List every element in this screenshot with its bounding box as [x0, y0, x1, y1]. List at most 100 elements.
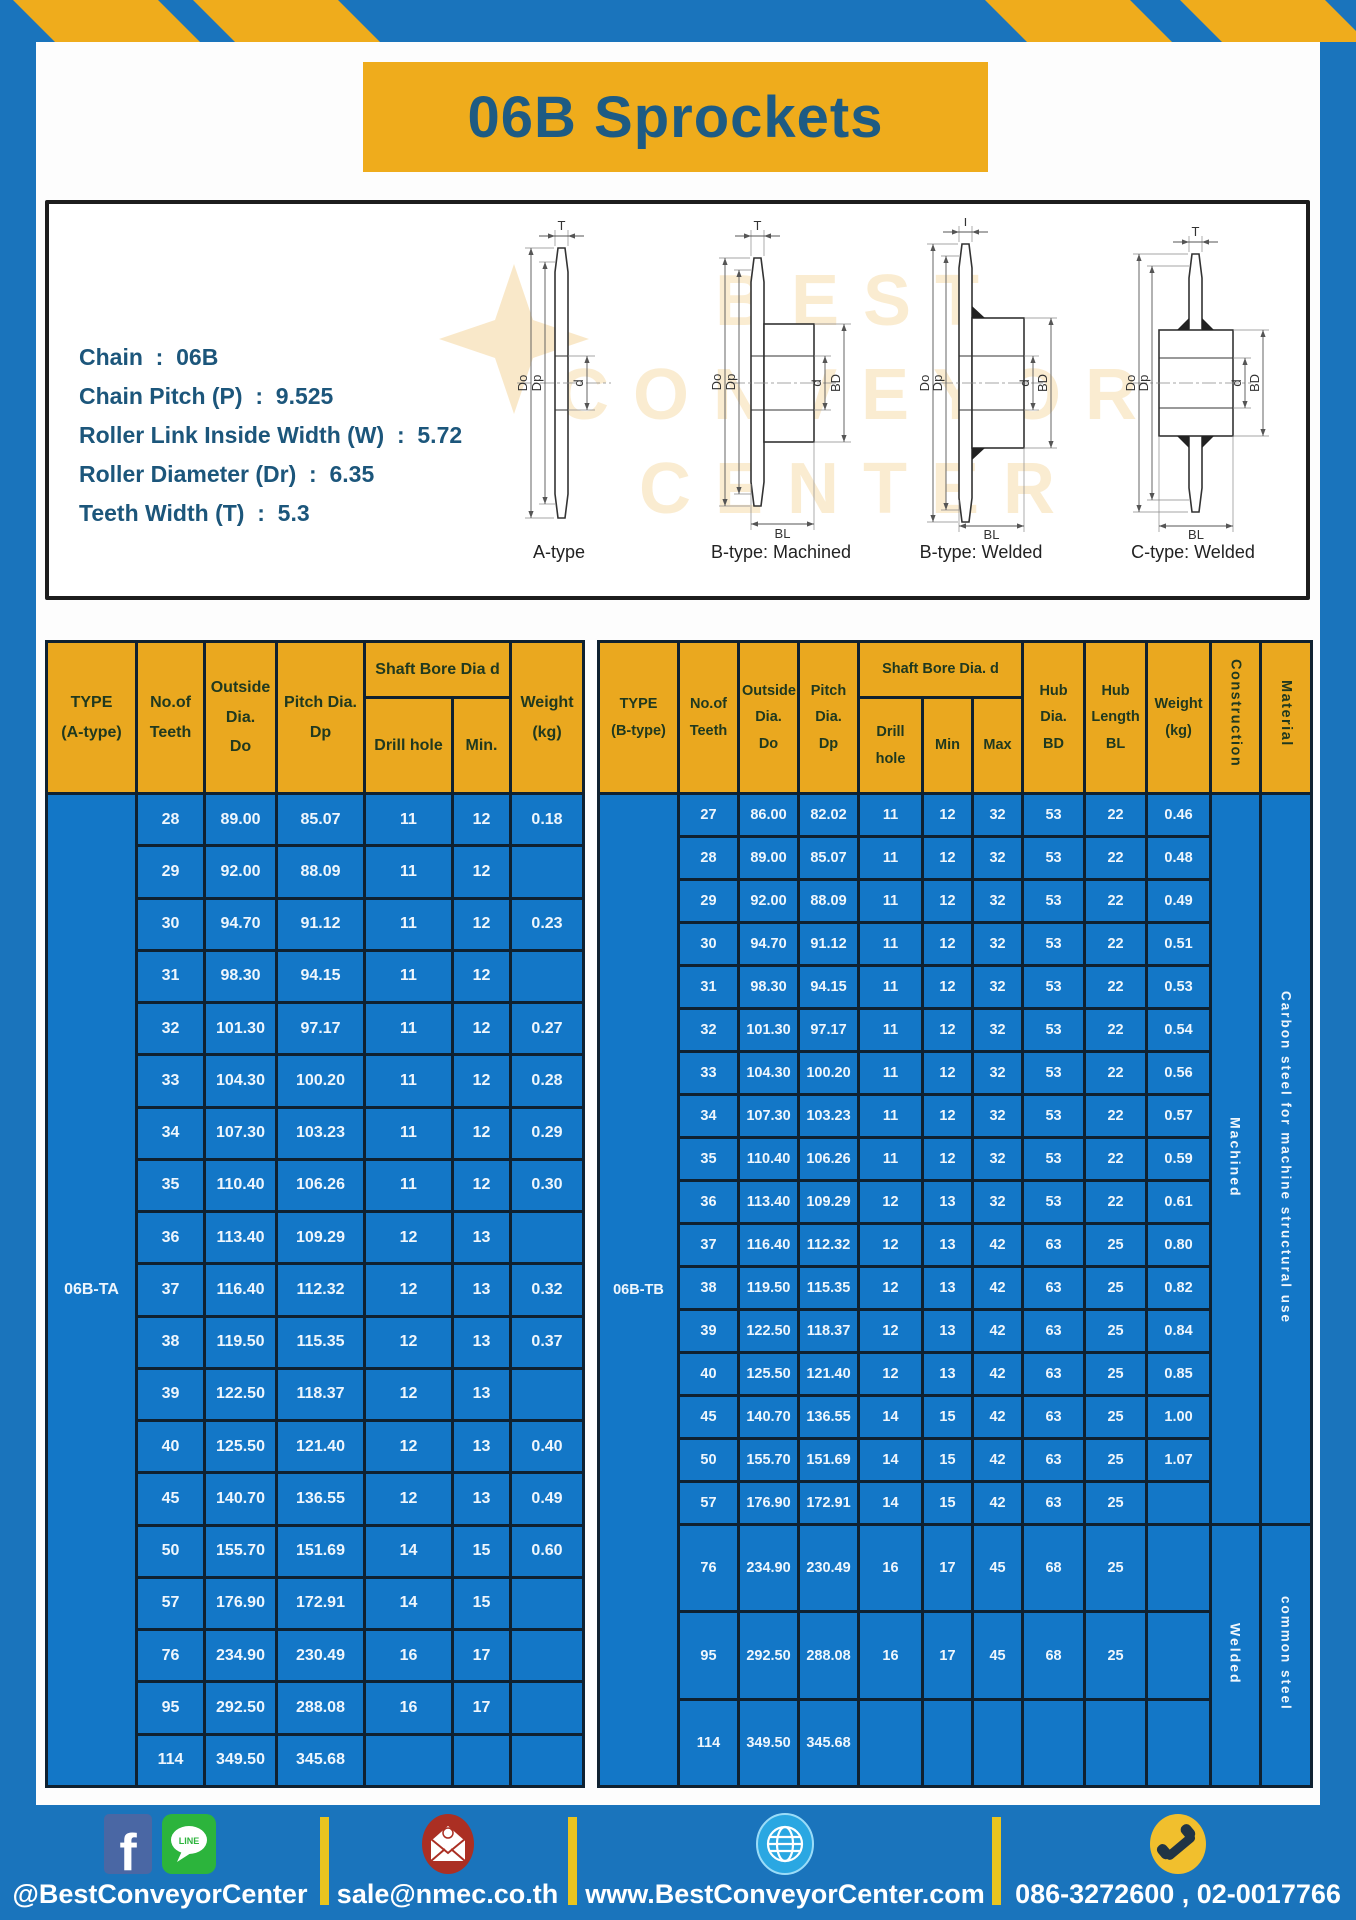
table-cell: 234.90: [737, 1523, 800, 1614]
table-cell: 53: [1021, 1007, 1087, 1053]
table-cell: 0.82: [1145, 1265, 1213, 1311]
hazard-stripe: [13, 0, 200, 42]
table-cell: 12: [363, 1471, 454, 1527]
table-row: 31 98.30 94.15 11 12 32 53 22 0.53: [599, 964, 1312, 1010]
table-cell: 176.90: [737, 1479, 800, 1527]
website-url[interactable]: www.BestConveyorCenter.com: [585, 1879, 985, 1909]
table-row: 39 122.50 118.37 12 13: [47, 1366, 585, 1423]
table-row: 95 292.50 288.08 16 17 45 68 25: [599, 1610, 1312, 1701]
table-cell: 95: [677, 1610, 740, 1701]
globe-icon[interactable]: [756, 1813, 814, 1875]
table-cell: 101.30: [737, 1007, 800, 1053]
table-cell: 292.50: [737, 1610, 800, 1701]
table-cell: 33: [135, 1053, 206, 1109]
table-cell: 53: [1021, 1179, 1087, 1225]
table-cell: 94.15: [275, 948, 366, 1005]
table-row: 28 89.00 85.07 11 12 32 53 22 0.48: [599, 835, 1312, 881]
spec-line: Roller Diameter (Dr) : 6.35: [79, 461, 375, 487]
table-cell: 39: [677, 1308, 740, 1354]
title-banner: 06B Sprockets: [363, 62, 988, 172]
table-cell: 345.68: [797, 1697, 860, 1789]
table-cell: [509, 1366, 585, 1423]
table-cell: 14: [363, 1575, 454, 1632]
table-cell: 29: [135, 844, 206, 900]
table-cell: 32: [970, 792, 1025, 838]
table-row: 31 98.30 94.15 11 12: [47, 948, 585, 1005]
table-cell: 30: [135, 896, 206, 952]
table-row: 06B-TB 27 86.00 82.02 11 12 32 53 22 0.46 Machined…: [597, 791, 1314, 1788]
table-cell: 16: [363, 1627, 454, 1684]
table-cell: 11: [857, 1093, 924, 1139]
table-cell: 0.85: [1145, 1351, 1213, 1397]
table-cell: 22: [1083, 1093, 1149, 1139]
table-row: 33 104.30 100.20 11 12 32 53 22 0.56: [599, 1050, 1312, 1096]
table-cell: 15: [921, 1394, 974, 1440]
table-cell: 42: [970, 1394, 1025, 1440]
top-hazard-bar: [0, 0, 1356, 42]
col-header-outside: Outside Dia. Do: [737, 640, 800, 795]
col-header-teeth: No.of Teeth: [677, 640, 740, 795]
table-cell: 13: [451, 1366, 512, 1423]
table-cell: 0.54: [1145, 1007, 1213, 1053]
table-cell: 12: [451, 1053, 512, 1109]
footer-divider: [320, 1817, 329, 1905]
table-cell: 42: [970, 1265, 1025, 1311]
table-row: 38 119.50 115.35 12 13 0.37: [47, 1314, 585, 1370]
table-cell: 89.00: [203, 791, 278, 848]
line-icon[interactable]: LINE: [162, 1814, 216, 1874]
table-row: 57 176.90 172.91 14 15 42 63 25: [599, 1479, 1312, 1527]
table-cell: 40: [135, 1418, 206, 1475]
construction-cell: Machined: [1209, 791, 1263, 1527]
table-cell: 116.40: [203, 1262, 278, 1318]
table-cell: 57: [677, 1479, 740, 1527]
spec-list: Chain : 06B Chain Pitch (P) : 9.525 Roller…: [79, 338, 462, 533]
table-cell: [1145, 1610, 1213, 1701]
table-cell: 12: [451, 1000, 512, 1057]
table-cell: 12: [921, 1136, 974, 1182]
facebook-icon[interactable]: f: [104, 1814, 152, 1874]
table-cell: 25: [1083, 1308, 1149, 1354]
table-cell: 28: [677, 835, 740, 881]
email-address[interactable]: sale@nmec.co.th: [336, 1879, 559, 1909]
table-cell: 35: [135, 1157, 206, 1214]
drawing-caption: C-type: Welded: [1131, 542, 1255, 562]
table-cell: 230.49: [275, 1627, 366, 1684]
svg-text:d: d: [1229, 379, 1244, 386]
table-cell: 109.29: [275, 1209, 366, 1266]
col-header-teeth: No.of Teeth: [135, 640, 206, 795]
table-cell: 0.56: [1145, 1050, 1213, 1096]
table-cell: 92.00: [737, 878, 800, 924]
table-cell: 11: [857, 835, 924, 881]
table-cell: 110.40: [203, 1157, 278, 1214]
table-row: 57 176.90 172.91 14 15: [47, 1575, 585, 1632]
phone-numbers[interactable]: 086-3272600 , 02-0017766: [1015, 1879, 1341, 1909]
table-cell: 53: [1021, 792, 1087, 838]
table-cell: 25: [1083, 1351, 1149, 1397]
table-cell: 32: [970, 1093, 1025, 1139]
table-cell: 0.18: [509, 791, 585, 848]
hazard-stripe: [1180, 0, 1356, 42]
table-cell: 12: [921, 964, 974, 1010]
col-header-shaft-bore: Shaft Bore Dia d: [363, 640, 512, 699]
footer-phone-section: 086-3272600 , 02-0017766: [1004, 1811, 1352, 1910]
facebook-handle[interactable]: @BestConveyorCenter: [12, 1879, 308, 1909]
table-cell: 100.20: [797, 1050, 860, 1096]
col-header-outside: Outside Dia. Do: [203, 640, 278, 795]
svg-text:d: d: [1017, 379, 1032, 386]
phone-icon[interactable]: [1149, 1813, 1207, 1875]
table-cell: [509, 1627, 585, 1684]
table-cell: 119.50: [203, 1314, 278, 1370]
table-cell: 32: [970, 1050, 1025, 1096]
table-cell: 88.09: [797, 878, 860, 924]
table-row: 06B-TA 28 89.00 85.07 11 12 0.18: [45, 791, 585, 1788]
table-cell: 12: [857, 1308, 924, 1354]
table-cell: 292.50: [203, 1680, 278, 1736]
table-cell: 115.35: [275, 1314, 366, 1370]
table-cell: 13: [921, 1351, 974, 1397]
table-cell: 172.91: [797, 1479, 860, 1527]
email-icon[interactable]: [421, 1813, 475, 1875]
table-cell: 92.00: [203, 844, 278, 900]
table-cell: 0.40: [509, 1418, 585, 1475]
table-cell: 110.40: [737, 1136, 800, 1182]
table-cell: 98.30: [737, 964, 800, 1010]
